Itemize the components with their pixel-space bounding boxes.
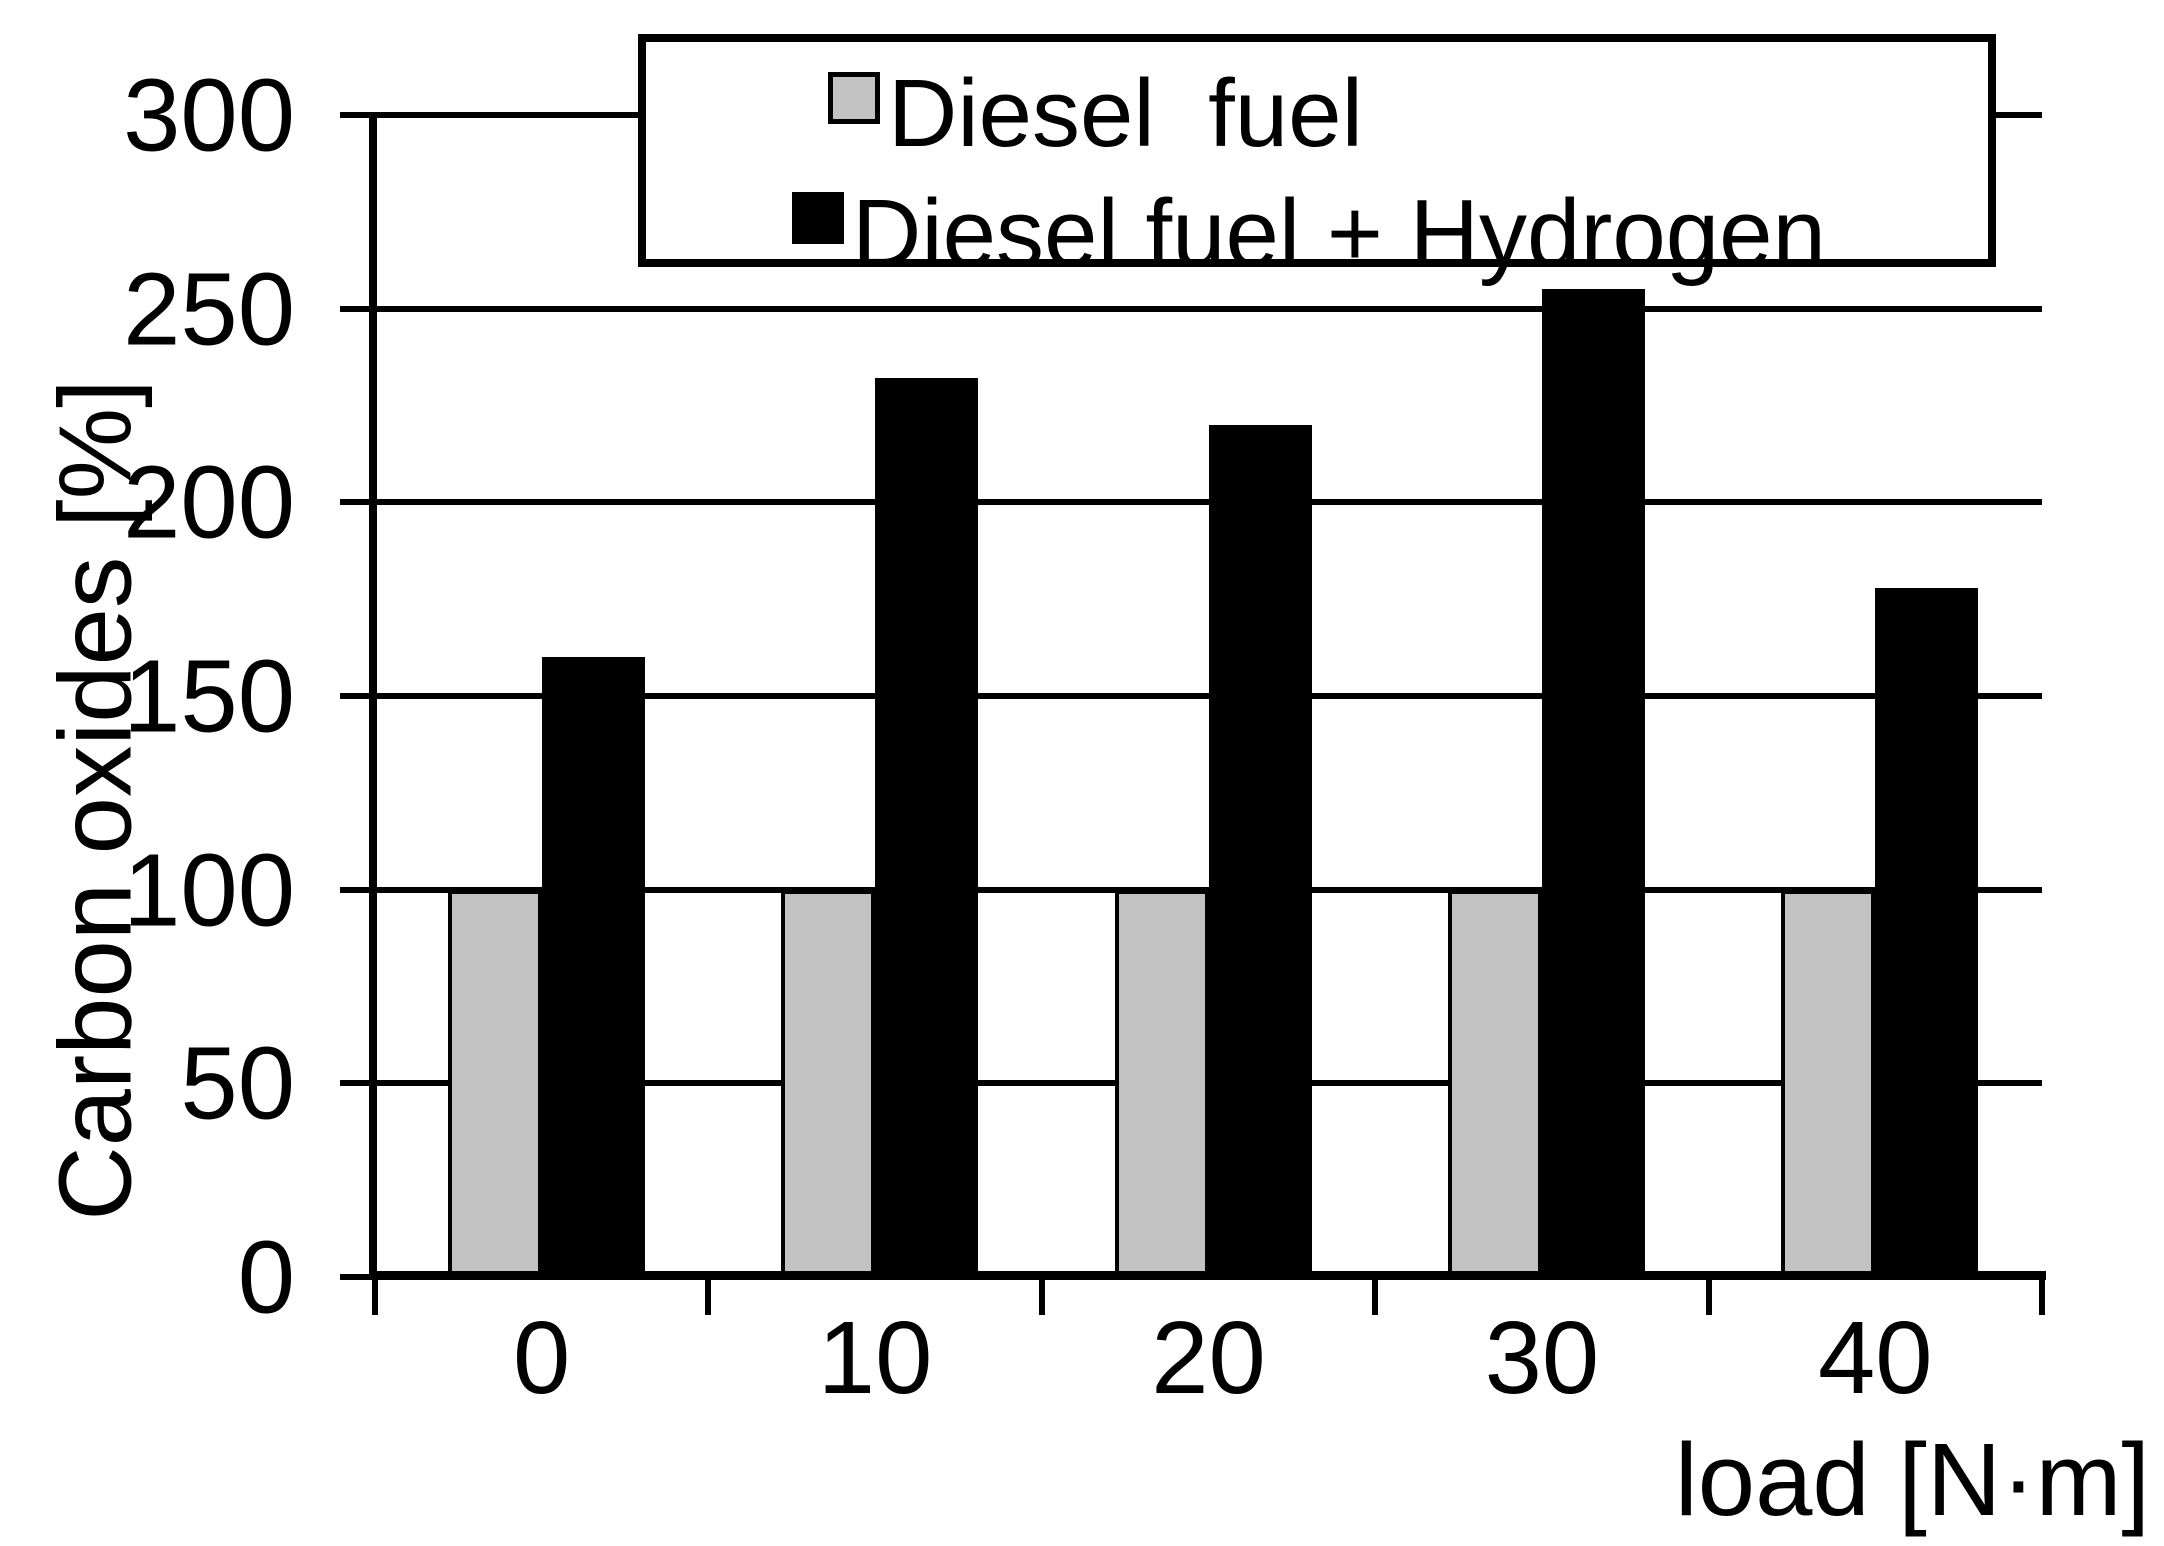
y-tick-label-150: 150 (123, 638, 295, 754)
legend-swatch-diesel-fuel-hydrogen (792, 192, 844, 244)
x-axis-tick-3 (1372, 1277, 1379, 1315)
x-axis-tick-0 (372, 1277, 378, 1315)
x-axis-tick-5 (2039, 1277, 2045, 1315)
bar-diesel-fuel-hydrogen-0 (541, 657, 645, 1277)
legend-label-diesel-fuel: Diesel fuel (888, 60, 1363, 167)
bar-diesel-fuel-hydrogen-1 (875, 378, 979, 1277)
bar-diesel-fuel-2 (1114, 889, 1209, 1277)
y-tick-label-50: 50 (180, 1025, 295, 1141)
bar-diesel-fuel-3 (1447, 889, 1542, 1277)
x-axis-line (369, 1271, 2046, 1280)
y-tick-label-300: 300 (123, 57, 295, 173)
y-axis-tick-150 (340, 693, 375, 699)
bar-diesel-fuel-hydrogen-4 (1875, 587, 1979, 1277)
y-axis-tick-50 (340, 1080, 375, 1087)
y-axis-tick-300 (340, 112, 375, 118)
gridline-250 (375, 305, 2042, 312)
bar-diesel-fuel-0 (447, 889, 542, 1277)
x-axis-title: load [N·m] (1674, 1422, 2150, 1537)
bar-diesel-fuel-hydrogen-3 (1541, 289, 1645, 1277)
y-tick-label-0: 0 (237, 1219, 295, 1335)
y-tick-label-100: 100 (123, 832, 295, 948)
x-tick-label-10: 10 (817, 1300, 933, 1415)
legend-label-diesel-fuel-hydrogen: Diesel fuel + Hydrogen (852, 180, 1826, 287)
legend-swatch-diesel-fuel (828, 72, 880, 124)
y-tick-label-250: 250 (123, 251, 295, 367)
x-tick-label-20: 20 (1151, 1300, 1266, 1415)
x-tick-label-40: 40 (1818, 1300, 1933, 1415)
y-axis-tick-0 (340, 1274, 375, 1280)
x-axis-tick-1 (705, 1277, 712, 1315)
x-tick-label-30: 30 (1484, 1300, 1600, 1415)
bar-diesel-fuel-1 (781, 889, 876, 1277)
bar-diesel-fuel-4 (1781, 889, 1876, 1277)
y-axis-tick-250 (340, 305, 375, 312)
x-axis-tick-2 (1038, 1277, 1045, 1315)
legend: Diesel fuel Diesel fuel + Hydrogen (638, 34, 1996, 282)
x-tick-label-0: 0 (513, 1300, 571, 1415)
y-tick-label-200: 200 (123, 444, 295, 560)
x-axis-tick-4 (1705, 1277, 1712, 1315)
bar-diesel-fuel-hydrogen-2 (1208, 424, 1312, 1277)
y-axis-tick-200 (340, 499, 375, 506)
y-axis-tick-100 (340, 886, 375, 893)
